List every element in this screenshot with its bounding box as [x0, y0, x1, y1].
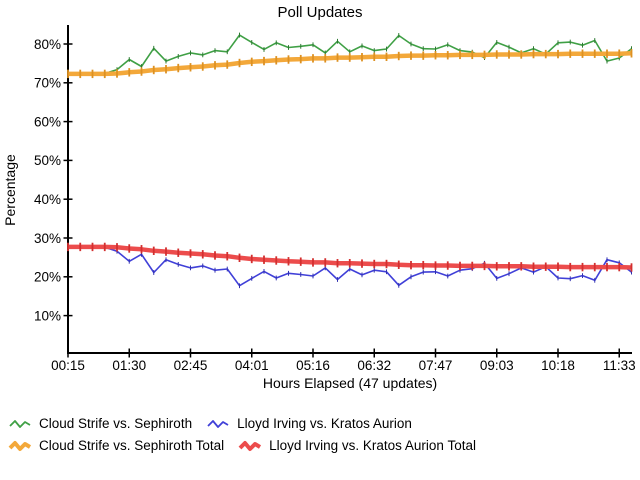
x-tick-label: 05:16 — [296, 358, 330, 373]
legend-item: Cloud Strife vs. Sephiroth Total — [8, 435, 224, 457]
x-tick-label: 02:45 — [174, 358, 208, 373]
y-tick-label: 30% — [34, 231, 61, 246]
legend-label: Lloyd Irving vs. Kratos Aurion — [237, 416, 412, 431]
legend-line-icon — [8, 441, 32, 451]
y-tick-label: 80% — [34, 37, 61, 52]
legend-line-icon — [207, 420, 229, 428]
y-axis-label: Percentage — [2, 154, 18, 226]
legend-item: Cloud Strife vs. Sephiroth — [8, 413, 192, 435]
y-tick-label: 70% — [34, 76, 61, 91]
plot-area: 80% 70% 60% 50% 40% 30% 20% 10% 00:15 01:30 02:45 0… — [34, 25, 636, 373]
x-tick-label: 10:18 — [541, 358, 575, 373]
x-tick-label: 00:15 — [51, 358, 85, 373]
x-tick-label: 01:30 — [112, 358, 146, 373]
legend-row: Cloud Strife vs. Sephiroth Lloyd Irving v… — [8, 413, 490, 435]
x-axis-label: Hours Elapsed (47 updates) — [262, 375, 438, 391]
chart-legend: Cloud Strife vs. Sephiroth Lloyd Irving v… — [8, 413, 490, 457]
y-tick-label: 40% — [34, 192, 61, 207]
legend-line-icon — [238, 441, 262, 451]
x-tick-label: 04:01 — [235, 358, 269, 373]
y-tick-label: 10% — [34, 308, 61, 323]
x-tick-label: 09:03 — [480, 358, 514, 373]
legend-label: Cloud Strife vs. Sephiroth — [39, 416, 193, 431]
legend-label: Lloyd Irving vs. Kratos Aurion Total — [269, 438, 476, 453]
legend-label: Cloud Strife vs. Sephiroth Total — [39, 438, 225, 453]
legend-line-icon — [9, 420, 31, 428]
chart-title: Poll Updates — [277, 4, 363, 21]
legend-item: Lloyd Irving vs. Kratos Aurion — [206, 413, 412, 435]
y-tick-label: 50% — [34, 153, 61, 168]
x-tick-label: 11:33 — [603, 358, 636, 373]
x-tick-label: 07:47 — [419, 358, 453, 373]
legend-row: Cloud Strife vs. Sephiroth Total Lloyd Ir… — [8, 435, 490, 457]
x-tick-label: 06:32 — [357, 358, 391, 373]
legend-item: Lloyd Irving vs. Kratos Aurion Total — [238, 435, 476, 457]
y-tick-label: 60% — [34, 114, 61, 129]
y-tick-label: 20% — [34, 270, 61, 285]
